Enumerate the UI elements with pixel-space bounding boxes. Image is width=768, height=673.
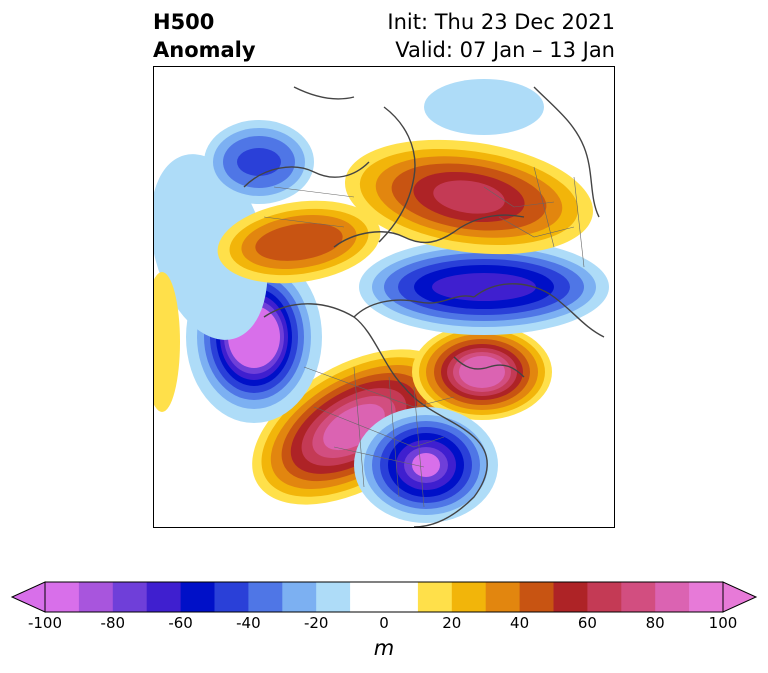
colorbar-cell [78, 582, 114, 612]
map-title-right: Init: Thu 23 Dec 2021 Valid: 07 Jan – 13… [387, 8, 615, 64]
colorbar-tick-label: -40 [236, 614, 261, 632]
colorbar-tick-label: -100 [27, 614, 63, 632]
title-valid-range: Valid: 07 Jan – 13 Jan [395, 38, 615, 62]
colorbar-cell [485, 582, 521, 612]
map-title-left: H500 Anomaly [153, 8, 256, 64]
colorbar-cell [621, 582, 656, 612]
colorbar-tick-label: 80 [645, 614, 665, 632]
negative-anomaly-top-right [424, 79, 544, 135]
colorbar-cell [451, 582, 487, 612]
colorbar-cells [10, 581, 758, 613]
title-variable: H500 [153, 10, 215, 34]
colorbar [10, 581, 758, 613]
coastlines [243, 86, 605, 527]
colorbar-units-label: m [373, 636, 395, 660]
negative-anomaly-central-asia [204, 120, 314, 204]
colorbar-cell [112, 582, 148, 612]
colorbar-cell [417, 582, 453, 612]
colorbar-tick-label: 40 [510, 614, 530, 632]
colorbar-tick-label: -60 [168, 614, 193, 632]
colorbar-cell [587, 582, 622, 612]
colorbar-cell [316, 582, 351, 612]
title-init-date: Init: Thu 23 Dec 2021 [387, 10, 615, 34]
colorbar-cell [146, 582, 182, 612]
anomaly-map [153, 66, 615, 528]
positive-anomaly-north-atlantic [412, 324, 552, 420]
colorbar-extend-min [10, 581, 46, 613]
colorbar-cell [689, 582, 724, 612]
positive-anomaly-left-edge [154, 272, 180, 412]
colorbar-tick-label: -80 [100, 614, 126, 632]
colorbar-cell [180, 582, 215, 612]
colorbar-cell [282, 582, 317, 612]
colorbar-frame [44, 581, 724, 613]
negative-anomaly-eastern-north-america [354, 407, 498, 523]
colorbar-cell [214, 582, 249, 612]
colorbar-cell [655, 582, 690, 612]
colorbar-tick-label: 100 [708, 614, 738, 632]
colorbar-tick-label: 60 [577, 614, 597, 632]
colorbar-cell [45, 582, 80, 612]
anomaly-map-svg [154, 79, 609, 527]
colorbar-cell [350, 582, 385, 612]
colorbar-tick-label: -20 [303, 614, 329, 632]
positive-anomaly-europe [344, 139, 594, 255]
title-quantity: Anomaly [153, 38, 256, 62]
colorbar-tick-label: 20 [442, 614, 462, 632]
colorbar-cell [248, 582, 283, 612]
colorbar-cell [519, 582, 554, 612]
colorbar-tick-label: 0 [379, 614, 389, 632]
country-borders [263, 166, 585, 508]
colorbar-cell [384, 582, 419, 612]
colorbar-cell [553, 582, 588, 612]
colorbar-extend-max [722, 581, 758, 613]
